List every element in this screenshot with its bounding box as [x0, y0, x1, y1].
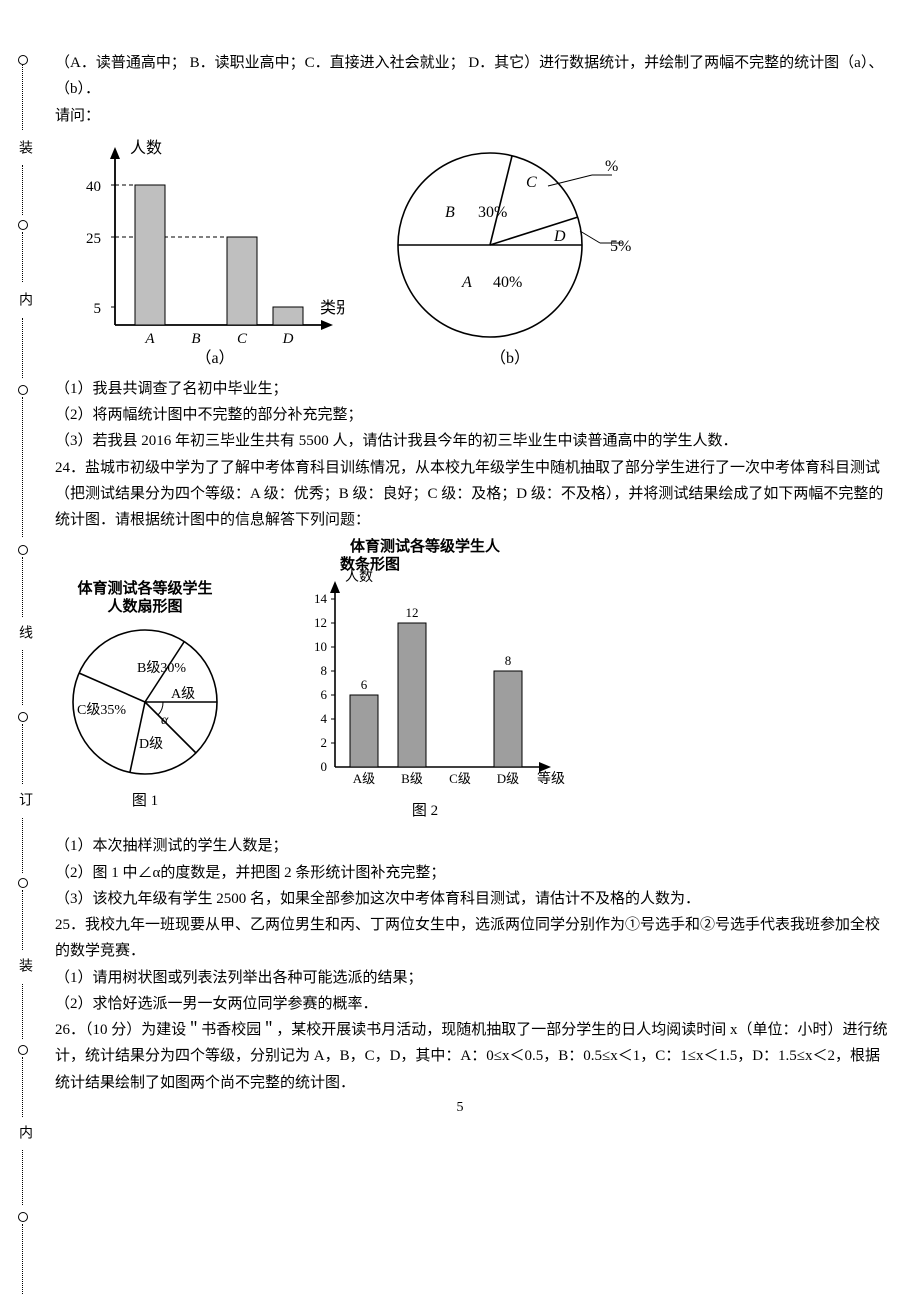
svg-text:体育测试各等级学生: 体育测试各等级学生 [77, 579, 212, 597]
svg-text:C级35%: C级35% [77, 702, 126, 718]
intro-line-2: 请问： [55, 103, 890, 129]
q24-pie-caption: 图 1 [132, 792, 158, 809]
svg-text:A: A [461, 274, 472, 291]
svg-text:等级: 等级 [537, 770, 565, 787]
svg-text:40%: 40% [493, 274, 522, 291]
svg-text:12: 12 [314, 615, 327, 630]
svg-text:D: D [553, 228, 566, 245]
page-number: 5 [0, 1100, 920, 1116]
page-content: （A．读普通高中； B．读职业高中；C．直接进入社会就业； D．其它）进行数据统… [0, 0, 920, 1136]
svg-text:5: 5 [94, 301, 102, 317]
q25-heading: 25．我校九年一班现要从甲、乙两位男生和丙、丁两位女生中，选派两位同学分别作为①… [55, 912, 890, 965]
chart-a-bar: 人数 类别 5 25 40 A B C D （a） [55, 135, 345, 370]
svg-text:4: 4 [321, 711, 328, 726]
svg-text:30%: 30% [478, 204, 507, 221]
q26-heading: 26．（10 分）为建设＂书香校园＂，某校开展读书月活动，现随机抽取了一部分学生… [55, 1017, 890, 1096]
svg-text:8: 8 [505, 653, 512, 668]
q-item: （3）若我县 2016 年初三毕业生共有 5500 人，请估计我县今年的初三毕业… [55, 428, 890, 454]
svg-text:%: % [605, 158, 618, 175]
binding-char: 装 [14, 140, 34, 157]
chart-a-ylabel: 人数 [130, 139, 162, 157]
svg-text:40: 40 [86, 179, 101, 195]
binding-char: 订 [14, 792, 34, 809]
q-item: （2）图 1 中∠α的度数是，并把图 2 条形统计图补充完整； [55, 860, 890, 886]
svg-text:α: α [161, 713, 169, 728]
svg-text:B级: B级 [401, 771, 423, 786]
svg-text:体育测试各等级学生人: 体育测试各等级学生人 [350, 537, 501, 555]
svg-text:2: 2 [321, 735, 328, 750]
q24-bar-caption: 图 2 [412, 802, 438, 819]
intro-line-1: （A．读普通高中； B．读职业高中；C．直接进入社会就业； D．其它）进行数据统… [55, 50, 890, 103]
svg-text:C: C [237, 331, 248, 347]
chart-a-xlabel: 类别 [320, 299, 345, 317]
chart-b-caption: （b） [490, 349, 530, 367]
svg-text:B级30%: B级30% [137, 660, 186, 676]
svg-text:C级: C级 [449, 771, 471, 786]
binding-char: 内 [14, 292, 34, 309]
q-item: （2）将两幅统计图中不完整的部分补充完整； [55, 402, 890, 428]
svg-text:D级: D级 [497, 771, 519, 786]
binding-char: 内 [14, 1125, 34, 1142]
svg-text:人数扇形图: 人数扇形图 [107, 597, 182, 615]
svg-text:14: 14 [314, 591, 328, 606]
q-item: （1）我县共调查了名初中毕业生； [55, 376, 890, 402]
svg-text:B: B [445, 204, 455, 221]
q-item: （1）请用树状图或列表法列举出各种可能选派的结果； [55, 965, 890, 991]
svg-text:A级: A级 [171, 686, 195, 702]
svg-text:10: 10 [314, 639, 327, 654]
svg-text:5%: 5% [610, 238, 631, 255]
q-item: （1）本次抽样测试的学生人数是； [55, 833, 890, 859]
svg-text:D: D [282, 331, 294, 347]
binding-char: 装 [14, 958, 34, 975]
svg-text:A级: A级 [353, 771, 375, 786]
svg-text:25: 25 [86, 231, 101, 247]
chart-a-caption: （a） [195, 349, 234, 367]
svg-text:人数: 人数 [345, 569, 373, 585]
svg-text:6: 6 [321, 687, 328, 702]
q-item: （3）该校九年级有学生 2500 名，如果全部参加这次中考体育科目测试，请估计不… [55, 886, 890, 912]
q24-bar-chart: 体育测试各等级学生人 数条形图 人数 等级 0 2 4 6 8 10 12 14 [285, 537, 565, 827]
binding-char: 线 [14, 625, 34, 642]
svg-text:8: 8 [321, 663, 328, 678]
svg-text:D级: D级 [139, 736, 163, 752]
svg-text:0: 0 [321, 759, 328, 774]
q24-heading: 24．盐城市初级中学为了了解中考体育科目训练情况，从本校九年级学生中随机抽取了部… [55, 455, 890, 534]
chart-b-pie: B 30% A 40% C D % 5% （b） [375, 135, 655, 370]
q24-pie-chart: 体育测试各等级学生 人数扇形图 α B级30% C级35% A级 D级 图 1 [55, 577, 245, 827]
svg-text:A: A [144, 331, 155, 347]
svg-text:B: B [191, 331, 200, 347]
q-item: （2）求恰好选派一男一女两位同学参赛的概率． [55, 991, 890, 1017]
svg-text:C: C [526, 174, 537, 191]
svg-text:6: 6 [361, 677, 368, 692]
svg-text:12: 12 [406, 605, 419, 620]
